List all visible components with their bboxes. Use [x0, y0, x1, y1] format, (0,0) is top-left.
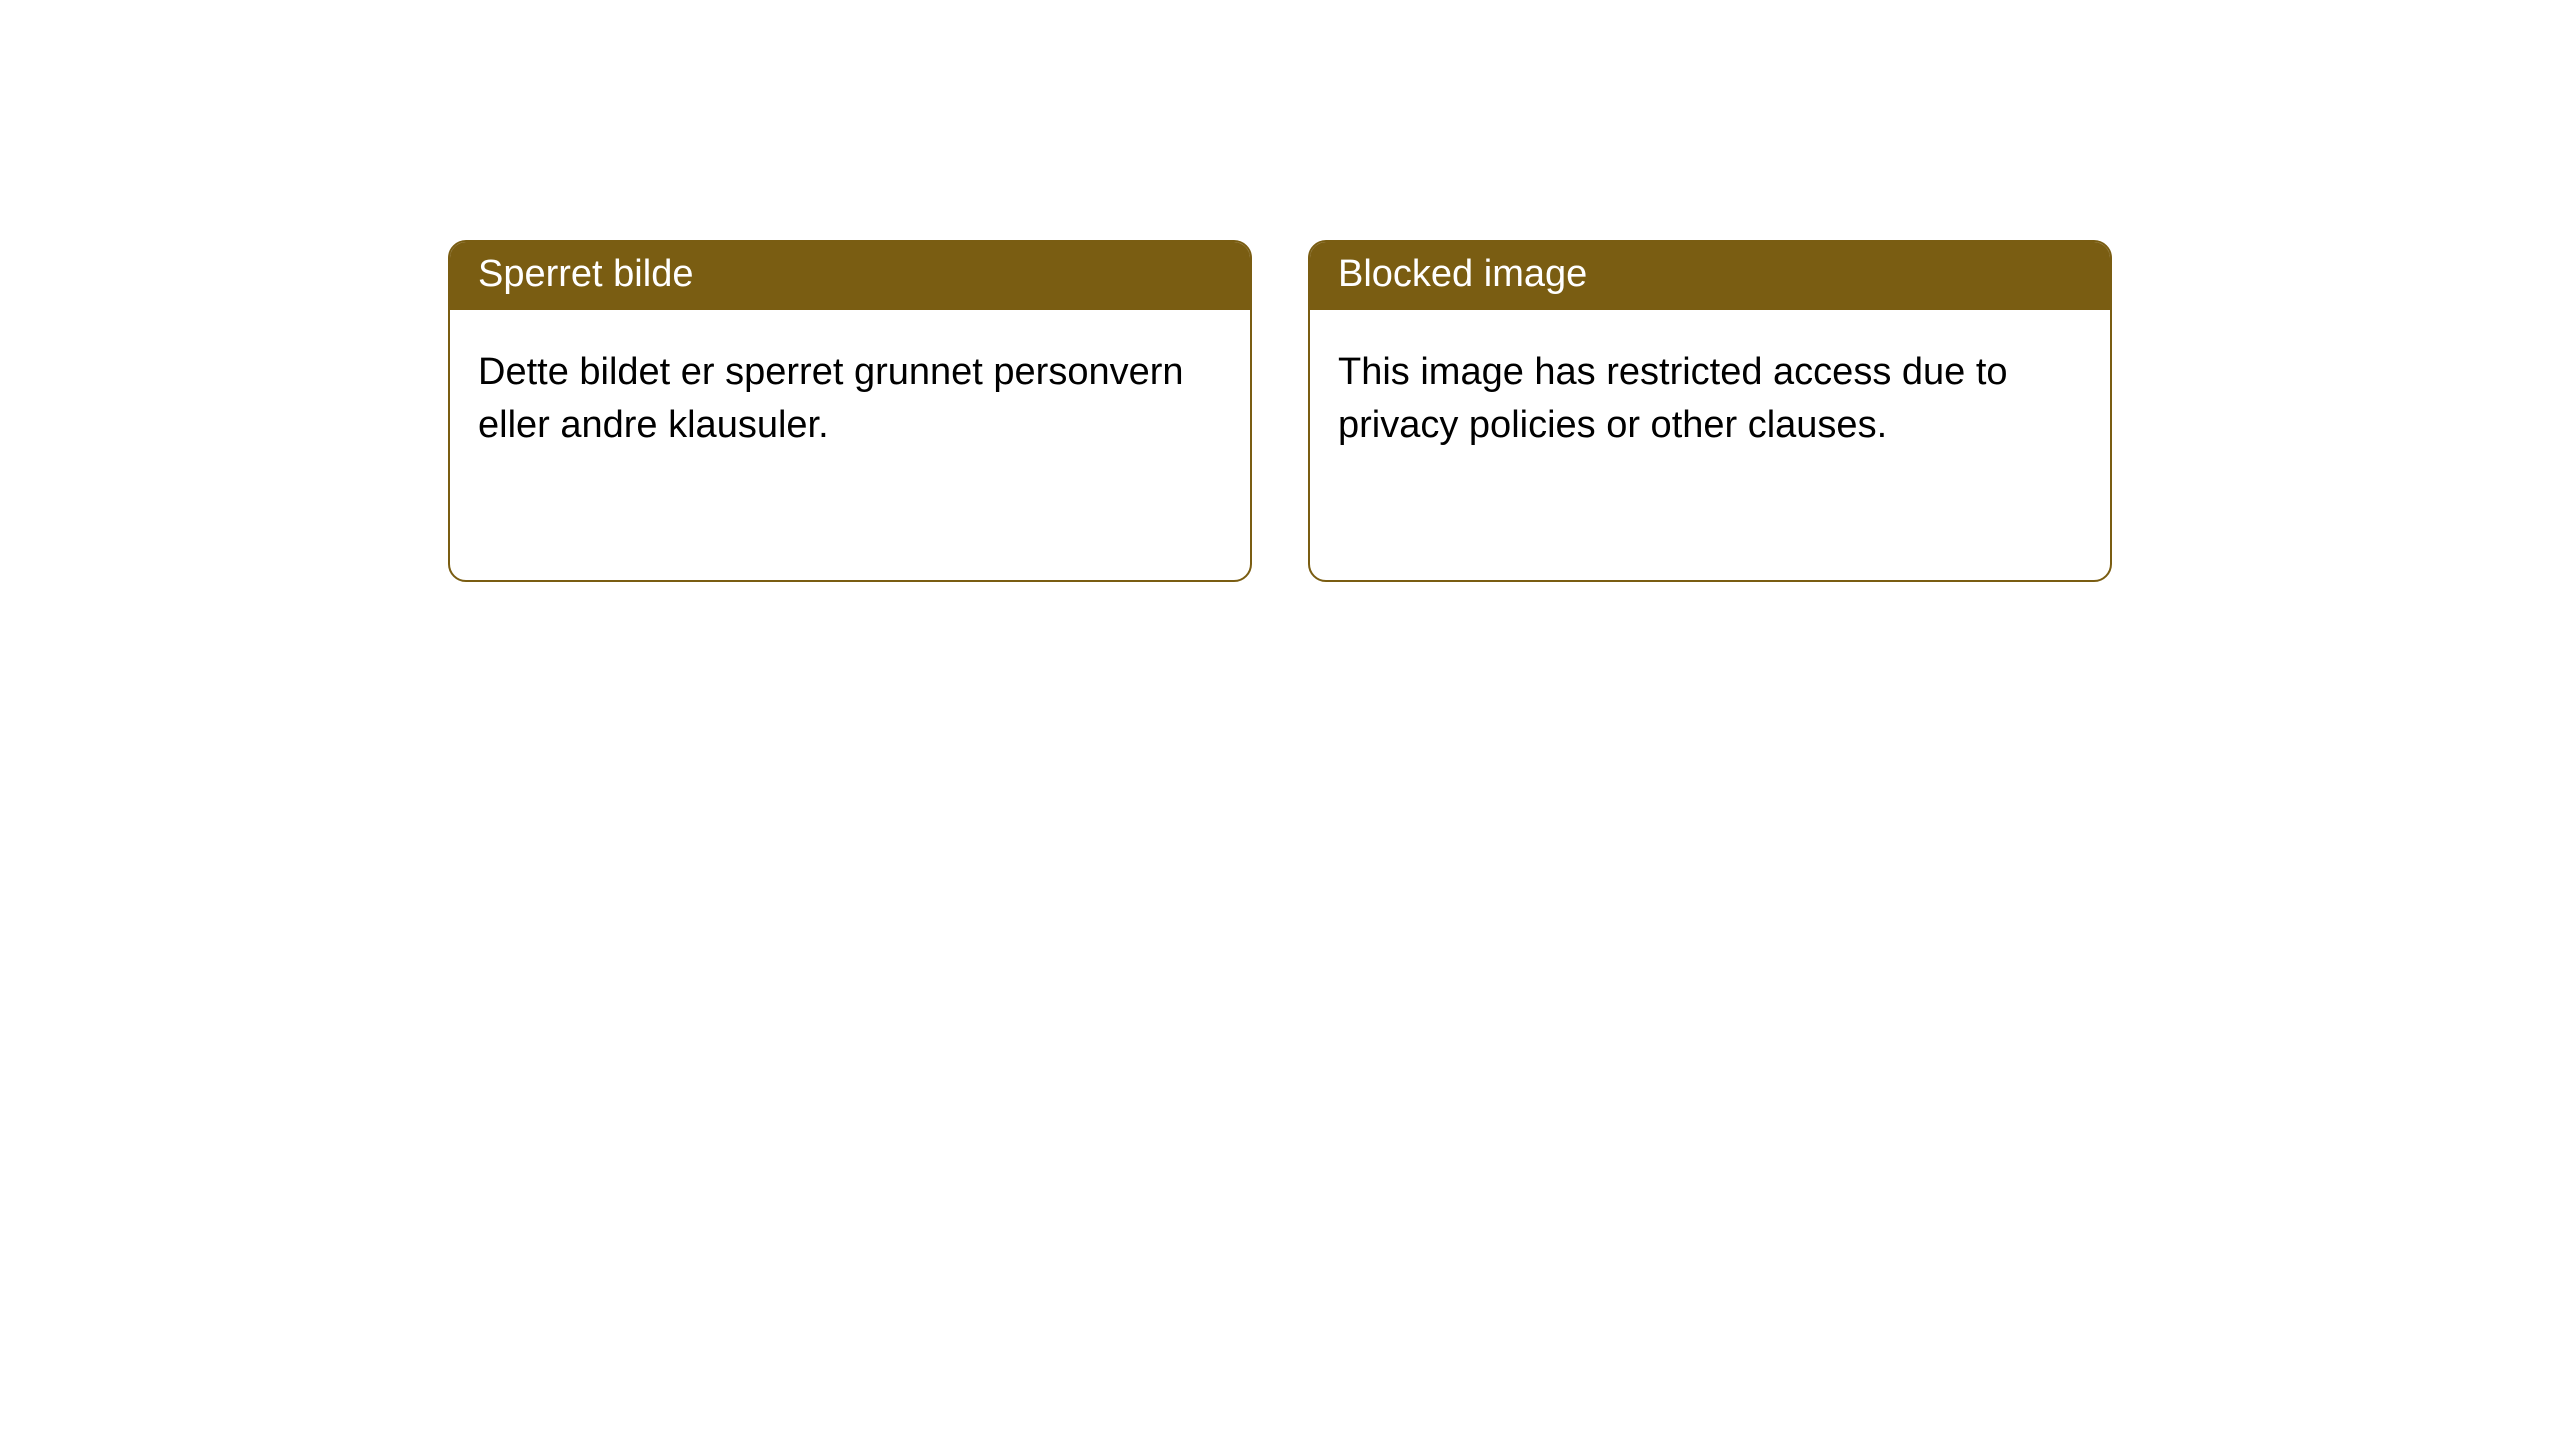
notice-box-norwegian: Sperret bilde Dette bildet er sperret gr… [448, 240, 1252, 582]
notice-header: Blocked image [1310, 242, 2110, 310]
notice-body: Dette bildet er sperret grunnet personve… [450, 310, 1250, 580]
notice-box-english: Blocked image This image has restricted … [1308, 240, 2112, 582]
notice-container: Sperret bilde Dette bildet er sperret gr… [448, 240, 2112, 582]
notice-header: Sperret bilde [450, 242, 1250, 310]
notice-body: This image has restricted access due to … [1310, 310, 2110, 580]
